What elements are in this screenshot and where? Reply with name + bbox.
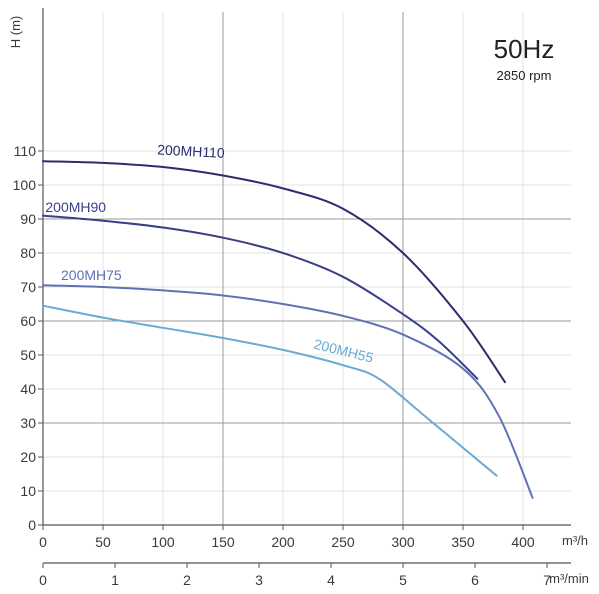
x-tick-label: 150 (211, 534, 235, 550)
x2-tick-label: 7 (543, 572, 551, 588)
y-tick-label: 40 (20, 381, 36, 397)
y-tick-label: 20 (20, 449, 36, 465)
x2-tick-label: 4 (327, 572, 335, 588)
y-tick-label: 80 (20, 245, 36, 261)
y-tick-label: 0 (28, 517, 36, 533)
series-line-200mh75 (42, 284, 534, 499)
y-tick-label: 30 (20, 415, 36, 431)
series-line-200mh90 (42, 214, 479, 380)
x2-tick-label: 5 (399, 572, 407, 588)
x-tick-label: 0 (39, 534, 47, 550)
series-label-200mh55: 200MH55 (312, 336, 375, 366)
x-tick-label: 250 (331, 534, 355, 550)
y-tick-label: 60 (20, 313, 36, 329)
x-axis-label: m³/h (562, 533, 588, 548)
frequency-label: 50Hz (494, 34, 555, 64)
x-tick-label: 100 (151, 534, 175, 550)
y-tick-label: 110 (14, 143, 37, 159)
x2-tick-label: 3 (255, 572, 263, 588)
series-line-200mh110 (42, 160, 506, 384)
x2-tick-label: 0 (39, 572, 47, 588)
y-tick-label: 90 (20, 211, 36, 227)
grid-layer (43, 12, 571, 525)
x-tick-label: 400 (511, 534, 535, 550)
series-line-200mh55 (42, 304, 498, 477)
series-label-200mh75: 200MH75 (61, 267, 122, 283)
series-label-200mh110: 200MH110 (157, 141, 225, 161)
series-label-200mh90: 200MH90 (45, 199, 106, 215)
labels-layer: 200MH110 200MH90 200MH75 200MH55 (45, 141, 375, 365)
x2-axis-label: m³/min (549, 571, 589, 586)
x-tick-label: 350 (451, 534, 475, 550)
x-tick-label: 300 (391, 534, 415, 550)
x-tick-label: 50 (95, 534, 111, 550)
x2-tick-label: 2 (183, 572, 191, 588)
x2-tick-label: 6 (471, 572, 479, 588)
x-tick-label: 200 (271, 534, 295, 550)
y-tick-label: 100 (13, 177, 37, 193)
y-axis-label: H (m) (8, 16, 23, 49)
speed-label: 2850 rpm (497, 68, 552, 83)
y-tick-label: 10 (20, 483, 36, 499)
x2-tick-label: 1 (111, 572, 119, 588)
y-tick-label: 70 (20, 279, 36, 295)
series-layer (42, 160, 534, 499)
y-tick-label: 50 (20, 347, 36, 363)
